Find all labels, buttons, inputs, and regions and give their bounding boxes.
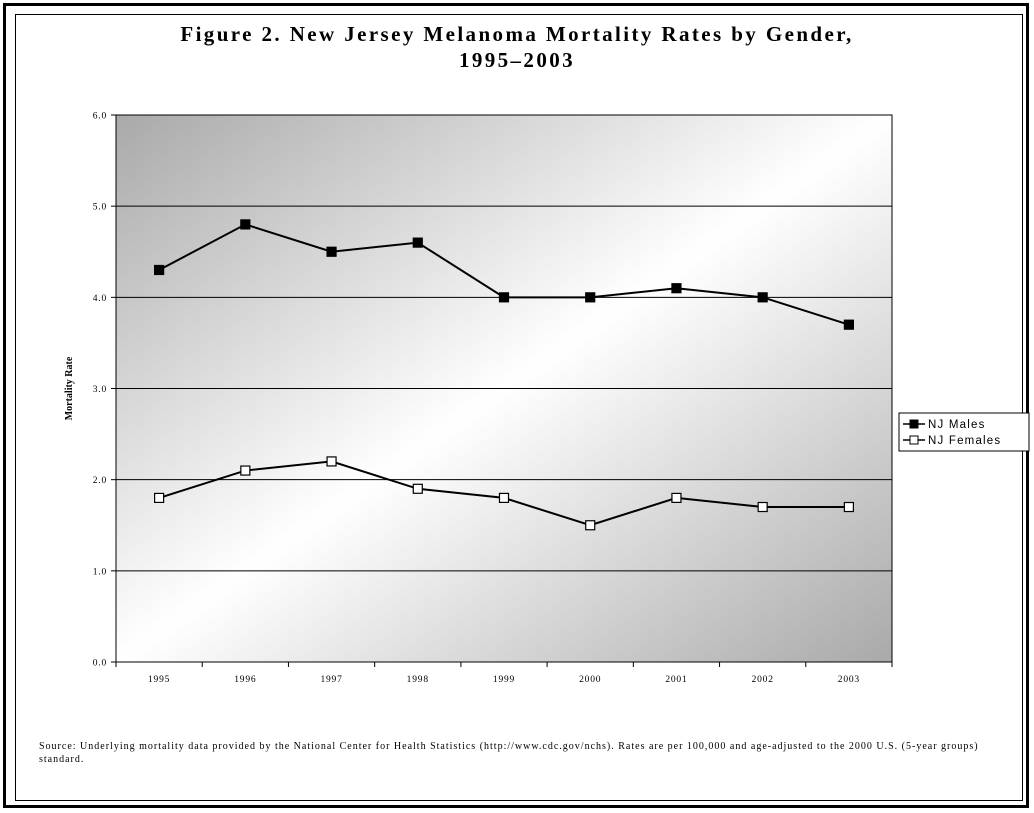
data-point	[240, 219, 251, 230]
chart-title-line-1: Figure 2. New Jersey Melanoma Mortality …	[180, 22, 854, 46]
legend-marker	[909, 419, 919, 429]
y-axis-label: Mortality Rate	[64, 356, 75, 420]
x-tick-label: 1999	[493, 675, 515, 685]
legend-label: NJ Males	[928, 419, 986, 431]
legend-marker	[909, 435, 919, 445]
data-point	[671, 492, 682, 503]
data-point	[326, 456, 337, 467]
data-point	[240, 465, 251, 476]
inner-frame	[15, 14, 1023, 801]
legend-box	[898, 412, 1030, 452]
data-point	[585, 292, 596, 303]
y-tick-label: 2.0	[93, 476, 107, 486]
y-tick-label: 5.0	[93, 203, 107, 213]
legend-label: NJ Females	[928, 435, 1001, 447]
x-tick-label: 2000	[579, 675, 601, 685]
source-note: Source: Underlying mortality data provid…	[39, 741, 979, 765]
data-point	[843, 501, 854, 513]
data-point	[154, 264, 165, 276]
x-tick-label: 1996	[234, 675, 256, 685]
chart-title: Figure 2. New Jersey Melanoma Mortality …	[0, 21, 1034, 73]
x-tick-label: 1997	[320, 675, 342, 685]
data-point	[498, 492, 510, 503]
data-point	[154, 492, 165, 503]
y-tick-label: 0.0	[93, 659, 107, 669]
data-point	[326, 246, 337, 257]
data-point	[757, 292, 768, 303]
y-tick-label: 4.0	[93, 294, 107, 304]
x-tick-label: 2002	[752, 675, 774, 685]
x-tick-label: 1998	[407, 675, 429, 685]
data-point	[757, 501, 768, 513]
data-point	[585, 520, 596, 531]
y-axis: 0.0 1.0 2.0 3.0 4.0 5.0 6.0	[93, 112, 116, 669]
x-tick-label: 1995	[148, 675, 170, 685]
legend: NJ Males NJ Females	[898, 412, 1030, 452]
legend-item: NJ Males	[903, 419, 986, 431]
data-point	[498, 292, 510, 303]
data-point	[843, 319, 854, 330]
chart-title-line-2: 1995–2003	[458, 48, 576, 72]
series-2	[154, 456, 854, 531]
data-point	[671, 283, 682, 294]
series-group	[154, 219, 854, 531]
y-tick-label: 1.0	[93, 567, 107, 577]
y-tick-label: 3.0	[93, 385, 107, 395]
series-1	[154, 219, 854, 330]
legend-item: NJ Females	[903, 435, 1001, 447]
x-tick-label: 2001	[665, 675, 687, 685]
y-tick-label: 6.0	[93, 112, 107, 122]
data-point	[412, 237, 423, 248]
x-axis: 1995 1996 1997 1998 1999 2000 2001 2002 2003	[115, 662, 893, 685]
x-tick-label: 2003	[838, 675, 860, 685]
data-point	[412, 483, 423, 494]
